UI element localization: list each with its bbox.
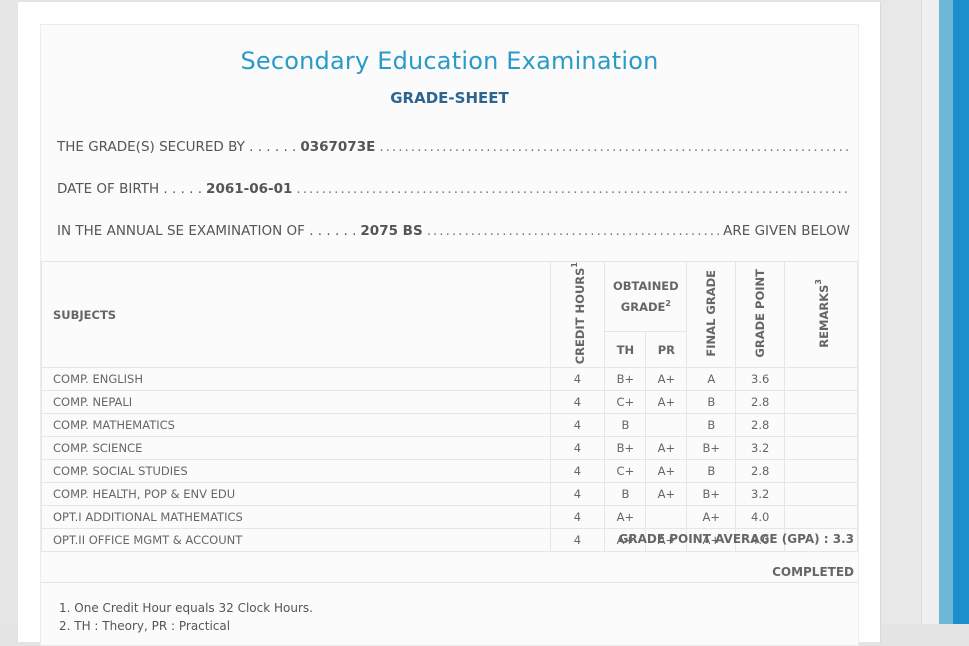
gpa-summary: GRADE POINT AVERAGE (GPA) : 3.3: [618, 532, 855, 546]
remarks-cell: [784, 390, 858, 415]
divider: [41, 582, 858, 583]
pr-grade-cell: A+: [645, 367, 688, 392]
header-subjects: SUBJECTS: [41, 260, 551, 369]
symbol-number: 0367073E: [300, 139, 376, 155]
footnote-2: 2. TH : Theory, PR : Practical: [59, 619, 231, 633]
header-credit-hours: CREDIT HOURS1: [549, 260, 606, 369]
th-grade-cell: C+: [604, 459, 647, 484]
secured-by-label: THE GRADE(S) SECURED BY . . . . . .: [57, 139, 297, 155]
subject-cell: COMP. ENGLISH: [41, 367, 551, 392]
final-grade-cell: B: [686, 459, 737, 484]
header-final-grade: FINAL GRADE: [686, 260, 737, 369]
pr-grade-cell: A+: [645, 482, 688, 507]
grade-point-cell: 3.2: [735, 482, 786, 507]
grade-point-cell: 2.8: [735, 390, 786, 415]
pr-grade-cell: A+: [645, 459, 688, 484]
table-row: COMP. ENGLISH 4 B+ A+ A 3.6: [41, 367, 858, 392]
secured-by-line: THE GRADE(S) SECURED BY . . . . . . 0367…: [57, 139, 850, 155]
exam-label: IN THE ANNUAL SE EXAMINATION OF . . . . …: [57, 223, 357, 239]
final-grade-cell: A+: [686, 505, 737, 530]
subject-cell: COMP. NEPALI: [41, 390, 551, 415]
remarks-cell: [784, 413, 858, 438]
final-grade-cell: B+: [686, 482, 737, 507]
final-grade-cell: A: [686, 367, 737, 392]
grade-point-cell: 3.6: [735, 367, 786, 392]
footnote-1: 1. One Credit Hour equals 32 Clock Hours…: [59, 601, 313, 615]
page-subtitle: GRADE-SHEET: [390, 89, 509, 107]
remarks-cell: [784, 505, 858, 530]
credit-cell: 4: [549, 436, 606, 461]
gutter: [881, 0, 921, 624]
header-grade-point: GRADE POINT: [735, 260, 786, 369]
table-row: COMP. SOCIAL STUDIES 4 C+ A+ B 2.8: [41, 459, 858, 484]
credit-cell: 4: [549, 413, 606, 438]
table-row: OPT.I ADDITIONAL MATHEMATICS 4 A+ A+ 4.0: [41, 505, 858, 530]
th-grade-cell: A+: [604, 528, 647, 553]
dotted-leader: [296, 181, 850, 197]
exam-tail: ARE GIVEN BELOW: [723, 223, 850, 239]
pr-grade-cell: [645, 413, 688, 438]
subject-cell: COMP. MATHEMATICS: [41, 413, 551, 438]
remarks-cell: [784, 459, 858, 484]
header-th: TH: [604, 331, 647, 369]
th-grade-cell: A+: [604, 505, 647, 530]
scrollbar-thumb[interactable]: [953, 0, 969, 624]
grade-point-cell: 4.0: [735, 528, 786, 553]
final-grade-cell: B: [686, 390, 737, 415]
th-grade-cell: B+: [604, 367, 647, 392]
subject-cell: OPT.II OFFICE MGMT & ACCOUNT: [41, 528, 551, 553]
header-pr: PR: [645, 331, 688, 369]
grade-point-cell: 2.8: [735, 459, 786, 484]
grade-sheet: Secondary Education Examination GRADE-SH…: [40, 24, 859, 646]
header-remarks: REMARKS3: [784, 260, 858, 369]
grades-table: SUBJECTS CREDIT HOURS1 OBTAINED GRADE2 F…: [41, 260, 858, 553]
credit-cell: 4: [549, 390, 606, 415]
dob-line: DATE OF BIRTH . . . . . 2061-06-01: [57, 181, 850, 197]
exam-line: IN THE ANNUAL SE EXAMINATION OF . . . . …: [57, 223, 850, 239]
subject-cell: COMP. HEALTH, POP & ENV EDU: [41, 482, 551, 507]
date-of-birth: 2061-06-01: [206, 181, 293, 197]
remarks-cell: [784, 436, 858, 461]
subject-cell: COMP. SCIENCE: [41, 436, 551, 461]
credit-cell: 4: [549, 482, 606, 507]
page-title: Secondary Education Examination: [240, 47, 659, 75]
final-grade-cell: B: [686, 413, 737, 438]
pr-grade-cell: A+: [645, 390, 688, 415]
pr-grade-cell: A+: [645, 528, 688, 553]
pr-grade-cell: [645, 505, 688, 530]
grade-point-cell: 3.2: [735, 436, 786, 461]
final-grade-cell: B+: [686, 436, 737, 461]
credit-cell: 4: [549, 505, 606, 530]
th-grade-cell: C+: [604, 390, 647, 415]
credit-cell: 4: [549, 367, 606, 392]
table-row: OPT.II OFFICE MGMT & ACCOUNT 4 A+ A+ A+ …: [41, 528, 858, 553]
left-margin: [0, 0, 18, 624]
final-grade-cell: A+: [686, 528, 737, 553]
table-row: COMP. HEALTH, POP & ENV EDU 4 B A+ B+ 3.…: [41, 482, 858, 507]
exam-year: 2075 BS: [360, 223, 423, 239]
result-status: COMPLETED: [772, 565, 854, 579]
grade-point-cell: 2.8: [735, 413, 786, 438]
th-grade-cell: B: [604, 482, 647, 507]
header-obtained-grade: OBTAINED GRADE2: [604, 260, 688, 333]
th-grade-cell: B: [604, 413, 647, 438]
table-row: COMP. MATHEMATICS 4 B B 2.8: [41, 413, 858, 438]
table-row: COMP. NEPALI 4 C+ A+ B 2.8: [41, 390, 858, 415]
th-grade-cell: B+: [604, 436, 647, 461]
right-column: [921, 0, 940, 624]
subject-cell: COMP. SOCIAL STUDIES: [41, 459, 551, 484]
dotted-leader: [427, 223, 719, 239]
dotted-leader: [379, 139, 850, 155]
subject-cell: OPT.I ADDITIONAL MATHEMATICS: [41, 505, 551, 530]
remarks-cell: [784, 528, 858, 553]
scrollbar-track[interactable]: [939, 0, 953, 624]
remarks-cell: [784, 367, 858, 392]
grade-point-cell: 4.0: [735, 505, 786, 530]
table-row: COMP. SCIENCE 4 B+ A+ B+ 3.2: [41, 436, 858, 461]
credit-cell: 4: [549, 459, 606, 484]
pr-grade-cell: A+: [645, 436, 688, 461]
remarks-cell: [784, 482, 858, 507]
credit-cell: 4: [549, 528, 606, 553]
dob-label: DATE OF BIRTH . . . . .: [57, 181, 203, 197]
